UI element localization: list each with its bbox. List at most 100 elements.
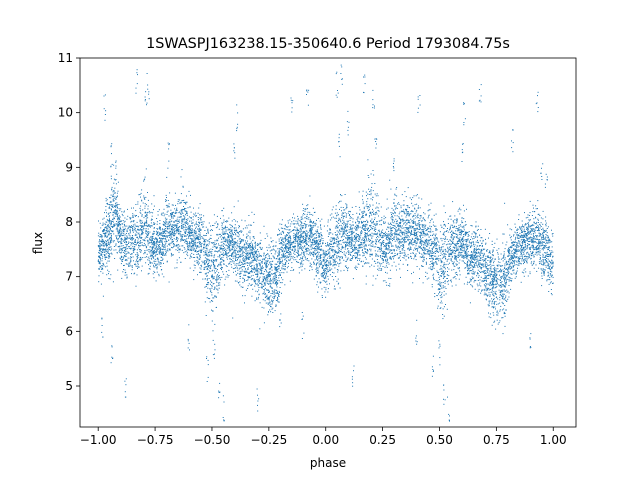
data-point [414,208,416,210]
data-point [133,207,134,209]
data-point [301,262,303,264]
data-point [361,250,363,251]
data-point [528,225,530,227]
data-point [368,207,370,209]
data-point [233,242,235,244]
data-point [510,261,512,263]
data-point [246,271,248,273]
data-point [491,301,493,303]
data-point [508,273,509,274]
data-point [226,249,228,251]
data-point [522,244,523,246]
data-point [234,246,236,248]
data-point [144,224,145,226]
data-point [382,237,384,239]
data-point [294,234,296,236]
data-point [256,259,258,261]
data-point [409,242,411,244]
data-point [258,289,260,291]
data-point [497,278,499,280]
data-point [268,311,269,313]
data-point [203,241,205,243]
data-point [151,252,153,254]
data-point [262,276,264,278]
data-point [404,254,406,256]
data-point [341,226,343,228]
data-point [395,229,397,231]
data-point [406,211,408,213]
data-point [485,242,487,244]
data-point [300,237,302,239]
data-point [212,276,213,278]
data-point [223,273,225,275]
data-point [214,250,216,252]
data-point [207,229,209,231]
data-point [399,241,401,243]
data-point [115,198,117,200]
data-point [256,298,258,300]
data-point [507,261,509,263]
data-point [251,295,253,297]
data-point [242,250,244,252]
data-point [271,280,273,282]
data-point [361,220,363,222]
data-point [121,277,123,279]
data-point [437,240,439,242]
data-point [203,267,205,269]
data-point [115,205,117,207]
data-point [356,266,358,268]
data-point [405,208,406,210]
data-point [412,222,414,224]
data-point [430,238,432,240]
data-point [170,242,172,244]
data-point [461,222,463,224]
data-point [153,252,155,254]
data-point [338,230,340,232]
data-point [413,235,415,237]
data-point [172,213,173,215]
data-point [209,260,211,261]
data-point [248,252,250,254]
data-point [399,255,401,257]
data-point [434,225,435,227]
data-point [247,272,249,274]
data-point [231,245,233,247]
data-point [185,229,187,231]
data-point [102,230,104,232]
data-point [117,218,119,220]
data-point [337,283,339,285]
data-point [281,223,283,225]
data-point [177,228,179,230]
data-point [250,284,252,286]
data-point [355,222,357,224]
data-point [506,291,508,293]
data-point [440,274,442,276]
data-point [233,245,235,247]
data-point [130,218,131,220]
data-point [501,295,503,296]
data-point [260,262,262,264]
data-point [341,256,343,258]
data-point [455,230,457,232]
data-point [380,219,382,221]
data-point [356,235,358,237]
data-point [177,247,179,249]
data-point [179,221,181,223]
data-point [150,249,152,251]
data-point [248,256,250,258]
data-point [182,239,184,241]
data-point [491,271,493,273]
data-point [244,263,246,265]
data-point [190,217,192,219]
data-point [348,210,350,212]
data-point [297,247,299,249]
data-point [272,293,273,295]
data-point [301,265,303,267]
data-point [470,279,472,281]
data-point [260,248,262,250]
data-point [240,267,242,269]
data-point [136,215,137,216]
data-point [413,231,415,233]
data-point [362,190,364,192]
data-point [420,247,422,249]
